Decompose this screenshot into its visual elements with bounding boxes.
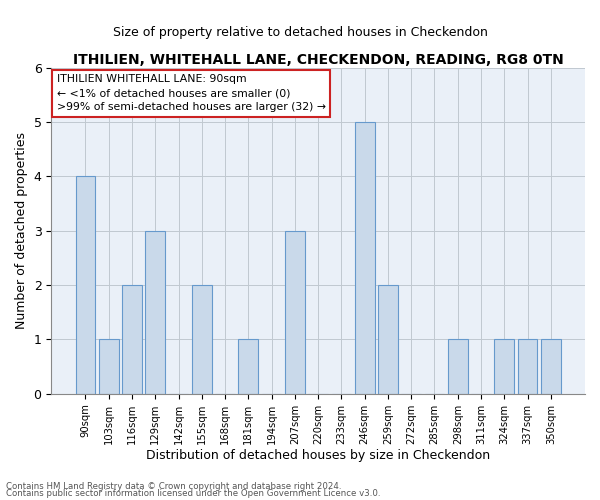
Bar bbox=[285, 231, 305, 394]
Y-axis label: Number of detached properties: Number of detached properties bbox=[15, 132, 28, 330]
Text: Contains public sector information licensed under the Open Government Licence v3: Contains public sector information licen… bbox=[6, 489, 380, 498]
Text: Contains HM Land Registry data © Crown copyright and database right 2024.: Contains HM Land Registry data © Crown c… bbox=[6, 482, 341, 491]
Bar bbox=[541, 340, 561, 394]
Text: ITHILIEN WHITEHALL LANE: 90sqm
← <1% of detached houses are smaller (0)
>99% of : ITHILIEN WHITEHALL LANE: 90sqm ← <1% of … bbox=[56, 74, 326, 112]
Bar bbox=[378, 285, 398, 394]
Bar bbox=[355, 122, 374, 394]
Bar bbox=[192, 285, 212, 394]
Bar bbox=[238, 340, 258, 394]
Title: ITHILIEN, WHITEHALL LANE, CHECKENDON, READING, RG8 0TN: ITHILIEN, WHITEHALL LANE, CHECKENDON, RE… bbox=[73, 52, 563, 66]
Bar bbox=[76, 176, 95, 394]
Bar bbox=[99, 340, 119, 394]
Bar bbox=[448, 340, 467, 394]
Bar bbox=[122, 285, 142, 394]
Bar bbox=[494, 340, 514, 394]
X-axis label: Distribution of detached houses by size in Checkendon: Distribution of detached houses by size … bbox=[146, 450, 490, 462]
Bar bbox=[145, 231, 165, 394]
Bar bbox=[518, 340, 538, 394]
Text: Size of property relative to detached houses in Checkendon: Size of property relative to detached ho… bbox=[113, 26, 487, 39]
